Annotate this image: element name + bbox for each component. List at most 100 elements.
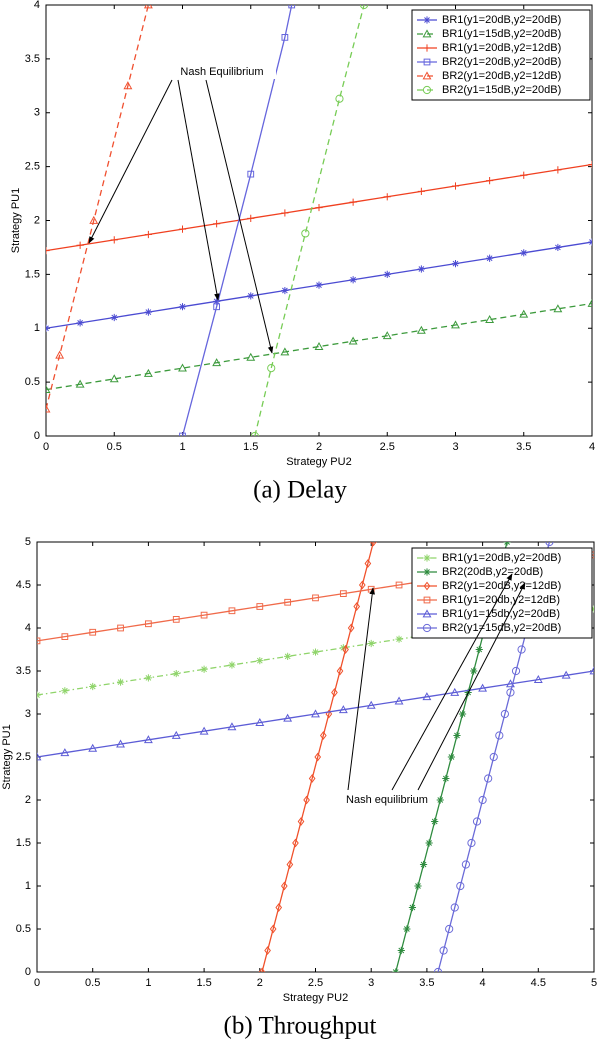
data-point — [495, 731, 504, 740]
data-point — [342, 645, 349, 654]
data-point — [258, 967, 266, 972]
data-point — [450, 687, 460, 696]
data-point — [456, 881, 465, 891]
legend-label: BR1(y1=20dB,y2=20dB) — [442, 552, 561, 564]
legend-marker — [422, 85, 432, 95]
data-point — [561, 670, 571, 679]
data-point — [503, 542, 511, 546]
data-point — [511, 666, 521, 676]
data-point — [171, 730, 181, 739]
x-tick-label: 0 — [43, 441, 49, 453]
data-point — [46, 247, 50, 255]
x-tick-label: 0.5 — [85, 977, 100, 989]
data-point — [255, 717, 265, 726]
data-point — [256, 657, 264, 665]
x-tick-label: 4 — [480, 977, 486, 989]
legend-marker — [422, 29, 432, 38]
arrow — [205, 79, 274, 354]
data-point — [76, 241, 84, 249]
data-point — [200, 665, 208, 673]
legend-marker — [423, 16, 431, 24]
chart-delay: 0 0.5 1 1.5 2 2.5 3 3.5 4 0 0.5 1 1.5 2 2.5 3 3.5 4 Strate… — [10, 0, 595, 468]
y-tick-label: 3 — [34, 107, 40, 119]
x-tick-label: 1 — [145, 977, 151, 989]
data-point — [123, 81, 133, 90]
data-point — [178, 225, 187, 233]
data-point — [228, 607, 236, 615]
legend-label: BR1(y1=20dB,y2=20dB) — [442, 14, 561, 26]
y-tick-label: 2 — [34, 214, 40, 226]
data-point — [349, 198, 357, 206]
plot-area — [46, 5, 592, 436]
data-point — [281, 209, 289, 217]
x-tick-label: 2 — [257, 977, 263, 989]
y-tick-label: 2 — [25, 794, 31, 806]
chart-throughput: 0 0.5 1 1.5 2 2.5 3 3.5 4 4.5 5 0 0.5 1 1.5 2 2.5 3 3.5 4 4.… — [1, 536, 597, 1004]
legend-marker — [423, 58, 431, 66]
y-tick-label: 4.5 — [16, 579, 31, 591]
data-point — [416, 325, 426, 334]
x-axis-label: Strategy PU2 — [283, 992, 348, 1004]
data-point — [353, 602, 361, 611]
data-point — [319, 731, 327, 740]
data-point — [286, 860, 294, 869]
y-tick-label: 0.5 — [25, 376, 40, 388]
data-point — [55, 350, 65, 359]
data-point — [347, 623, 355, 633]
data-point — [533, 674, 543, 683]
x-tick-label: 4 — [589, 441, 595, 453]
data-point — [408, 903, 417, 912]
data-point — [485, 315, 495, 324]
data-point — [312, 594, 319, 602]
data-point — [397, 946, 405, 955]
y-axis-label: Strategy PU1 — [10, 188, 22, 253]
legend-label: BR2(y1=20dB,y2=20dB) — [442, 56, 561, 68]
data-point — [281, 286, 289, 295]
x-tick-label: 3 — [452, 441, 458, 453]
data-point — [117, 624, 124, 632]
data-point — [213, 220, 221, 228]
data-point — [213, 303, 221, 311]
annotation-bg — [338, 793, 436, 807]
arrow — [88, 79, 173, 244]
legend-label: BR2(y1=20dB,y2=12dB) — [442, 70, 561, 82]
data-point — [414, 882, 422, 890]
data-point — [89, 628, 97, 636]
data-point — [478, 795, 487, 805]
x-tick-label: 2.5 — [308, 977, 323, 989]
x-tick-label: 3.5 — [516, 441, 531, 453]
series-line — [254, 5, 365, 436]
data-point — [297, 817, 305, 826]
data-point — [359, 5, 369, 10]
y-tick-label: 3 — [25, 708, 31, 720]
data-point — [383, 193, 391, 201]
data-point — [256, 603, 264, 610]
data-point — [311, 709, 320, 718]
data-point — [213, 297, 221, 305]
data-point — [589, 666, 594, 675]
legend: BR1(y1=20dB,y2=20dB) BR1(y1=15dB,y2=20dB)… — [411, 9, 591, 101]
data-point — [37, 691, 41, 699]
data-point — [46, 385, 51, 394]
x-tick-label: 2 — [316, 441, 322, 453]
data-point — [433, 967, 443, 972]
data-point — [283, 713, 293, 722]
data-point — [227, 722, 237, 731]
legend-marker — [423, 44, 431, 52]
data-point — [338, 705, 348, 714]
data-point — [88, 743, 98, 752]
arrow — [417, 582, 526, 791]
data-point — [110, 236, 118, 244]
data-point — [395, 635, 403, 643]
x-tick-label: 5 — [591, 977, 597, 989]
data-point — [110, 313, 118, 322]
data-point — [336, 666, 344, 676]
data-point — [383, 270, 391, 278]
data-point — [288, 5, 296, 9]
legend-label: BR1(y1=15dB,y2=20dB) — [442, 28, 561, 40]
data-point — [366, 700, 376, 709]
arrow — [391, 573, 513, 791]
data-point — [458, 710, 467, 718]
y-tick-label: 1 — [34, 322, 40, 334]
data-point — [267, 364, 276, 373]
